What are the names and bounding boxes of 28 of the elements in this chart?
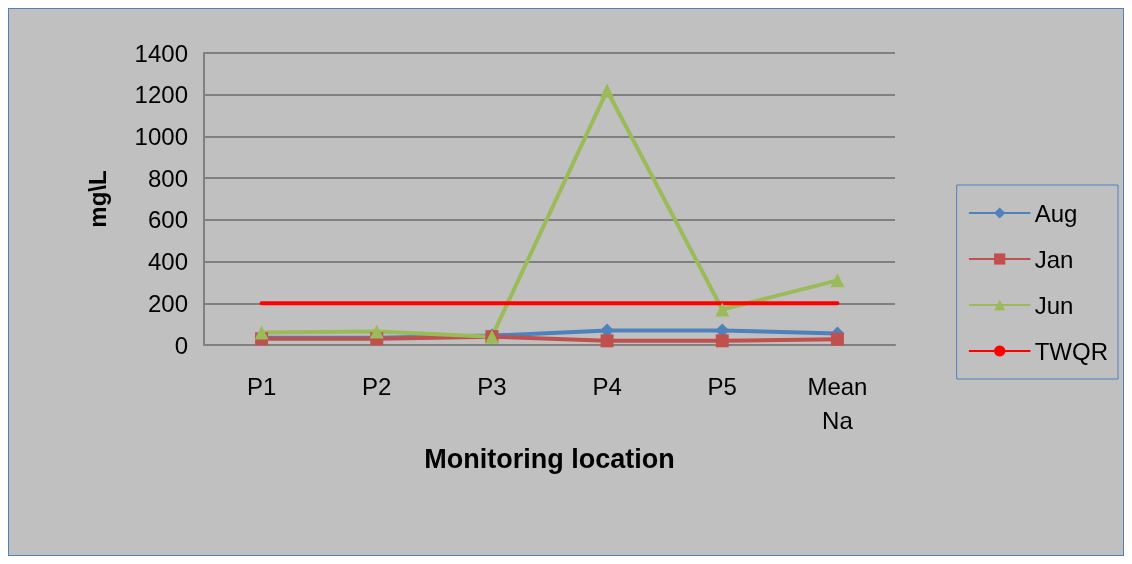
point <box>715 334 729 348</box>
y-axis-title: mg\L <box>83 170 111 228</box>
point <box>369 324 384 339</box>
y-tick-label: 200 <box>147 289 188 317</box>
x-axis-title: Monitoring location <box>424 443 675 474</box>
point <box>830 332 844 346</box>
x-tick-label: P4 <box>592 372 622 400</box>
point <box>830 273 845 288</box>
legend-label: Aug <box>1034 199 1078 227</box>
x-tick-label: P1 <box>246 372 277 400</box>
point <box>600 83 615 98</box>
y-tick-label: 800 <box>147 164 188 192</box>
y-tick-label: 1200 <box>134 81 188 109</box>
legend-label: Jan <box>1034 245 1074 273</box>
legend-label: Jun <box>1034 291 1074 319</box>
y-tick-label: 0 <box>174 331 188 359</box>
x-tick-label: Mean Na <box>807 372 868 434</box>
y-tick-label: 400 <box>147 248 188 276</box>
legend-label: TWQR <box>1034 337 1108 365</box>
y-tick-label: 600 <box>147 206 188 234</box>
x-tick-label: P2 <box>362 372 392 400</box>
y-tick-label: 1400 <box>134 39 188 67</box>
point <box>715 302 730 317</box>
y-tick-label: 1000 <box>134 122 188 150</box>
point <box>600 334 614 348</box>
point <box>254 325 269 340</box>
x-tick-label: P5 <box>707 372 737 400</box>
x-tick-label: P3 <box>477 372 507 400</box>
